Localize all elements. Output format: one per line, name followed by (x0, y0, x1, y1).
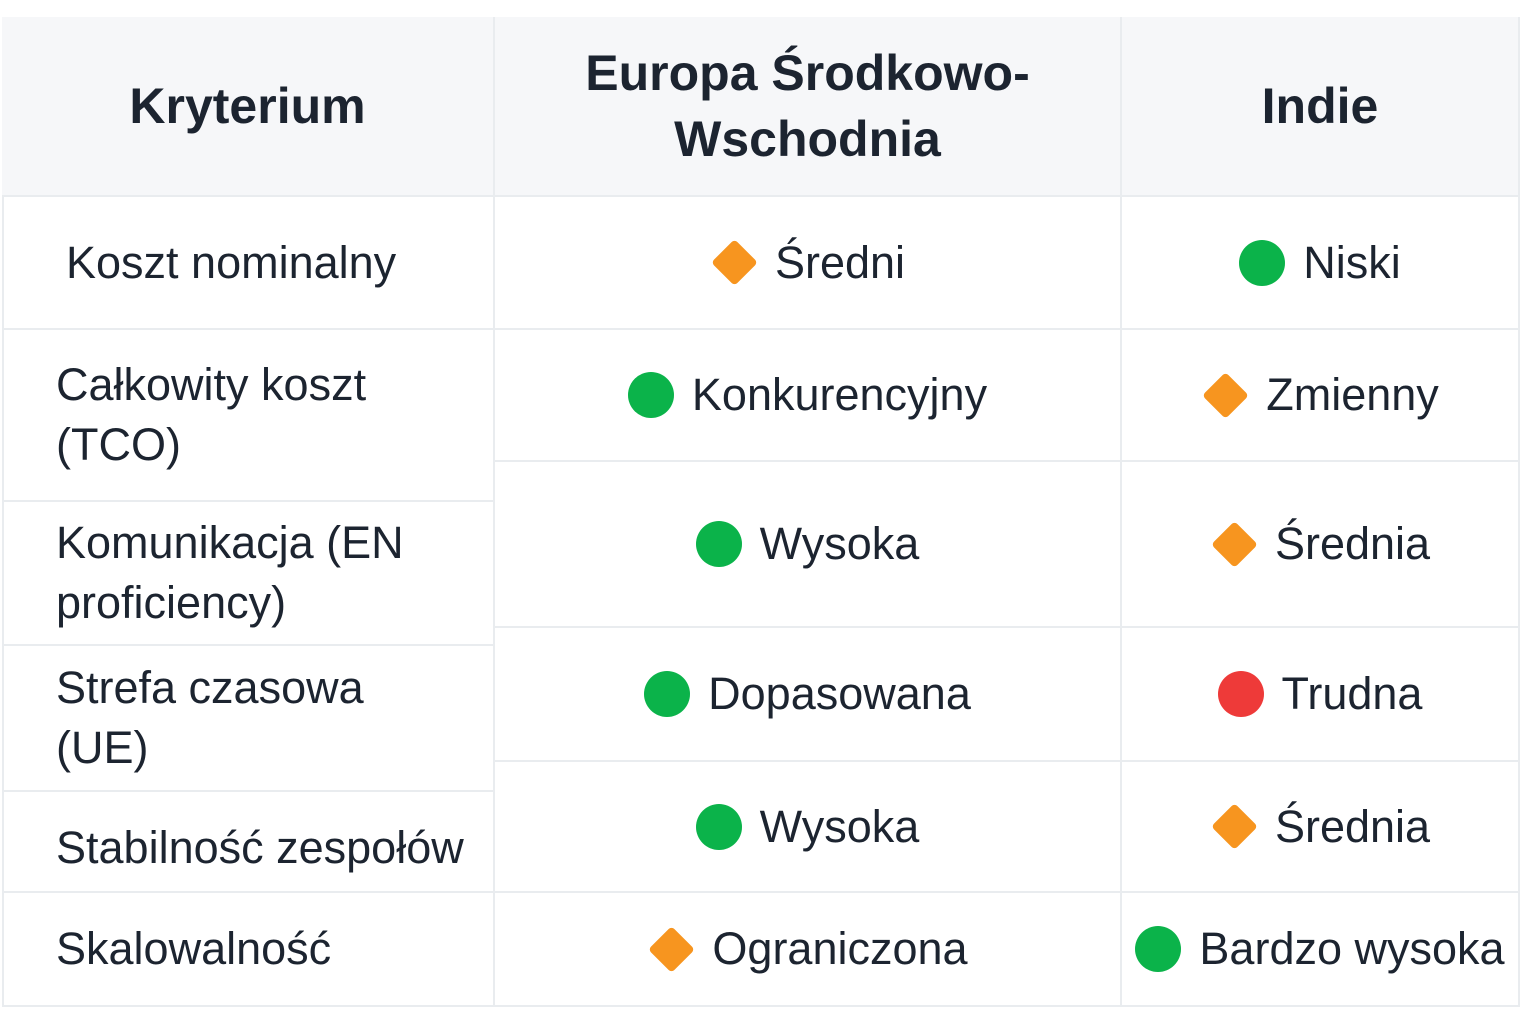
cell-text: Koszt nominalny (66, 236, 397, 288)
status-circle (1217, 671, 1264, 717)
cell-text: Skalowalność (56, 923, 332, 974)
cell: Niski (1122, 197, 1520, 330)
cell: Wysoka (495, 762, 1122, 893)
status-circle (1239, 239, 1286, 286)
cell: Konkurencyjny (495, 330, 1122, 462)
cell: Strefa czasowa (UE) (2, 646, 495, 792)
status-diamond (1211, 520, 1258, 568)
status-circle (644, 671, 691, 717)
cell: Ograniczona (495, 893, 1122, 1007)
cell-text: Stabilność zespołów (56, 821, 464, 873)
header-cell: Indie (1122, 17, 1520, 197)
header-text: Indie (1261, 78, 1379, 134)
status-circle (627, 372, 674, 418)
cell-text: Ograniczona (712, 923, 968, 974)
header-cell: Kryterium (2, 17, 495, 197)
cell: Trudna (1122, 628, 1520, 762)
cell: Skalowalność (2, 893, 495, 1007)
cell: Stabilność zespołów (2, 792, 495, 893)
cell: Średnia (1122, 462, 1520, 628)
cell: Całkowity koszt (TCO) (2, 330, 495, 502)
cell: Dopasowana (495, 628, 1122, 762)
cell-text: Komunikacja (EN proficiency) (56, 517, 404, 628)
status-diamond (1202, 371, 1250, 419)
status-diamond (1211, 803, 1258, 850)
cell-text: Średni (774, 236, 906, 288)
cell-text: Średnia (1274, 800, 1431, 852)
cell: Bardzo wysoka (1122, 893, 1520, 1007)
header-cell: Europa Środkowo-Wschodnia (495, 17, 1122, 197)
cell-text: Całkowity koszt (TCO) (56, 359, 367, 470)
cell-text: Zmienny (1266, 369, 1439, 420)
cell-text: Strefa czasowa (UE) (56, 662, 364, 773)
cell-text: Wysoka (759, 518, 920, 569)
cell-text: Średnia (1274, 518, 1431, 569)
cell-text: Trudna (1281, 668, 1423, 719)
cell: Koszt nominalny (2, 197, 495, 330)
cell: Komunikacja (EN proficiency) (2, 502, 495, 646)
status-circle (695, 521, 742, 567)
status-diamond (648, 925, 696, 973)
cell-text: Niski (1303, 236, 1401, 288)
status-circle (1135, 926, 1182, 972)
cell-text: Dopasowana (708, 668, 971, 719)
status-circle (695, 803, 742, 850)
status-diamond (711, 239, 758, 286)
cell-text: Bardzo wysoka (1199, 923, 1505, 974)
cell: Wysoka (495, 462, 1122, 628)
cell: Średni (495, 197, 1122, 330)
cell-text: Wysoka (759, 800, 920, 852)
header-text: Europa Środkowo-Wschodnia (585, 45, 1030, 167)
header-text: Kryterium (129, 78, 366, 134)
cell-text: Konkurencyjny (691, 369, 988, 420)
cell: Średnia (1122, 762, 1520, 893)
cell: Zmienny (1122, 330, 1520, 462)
